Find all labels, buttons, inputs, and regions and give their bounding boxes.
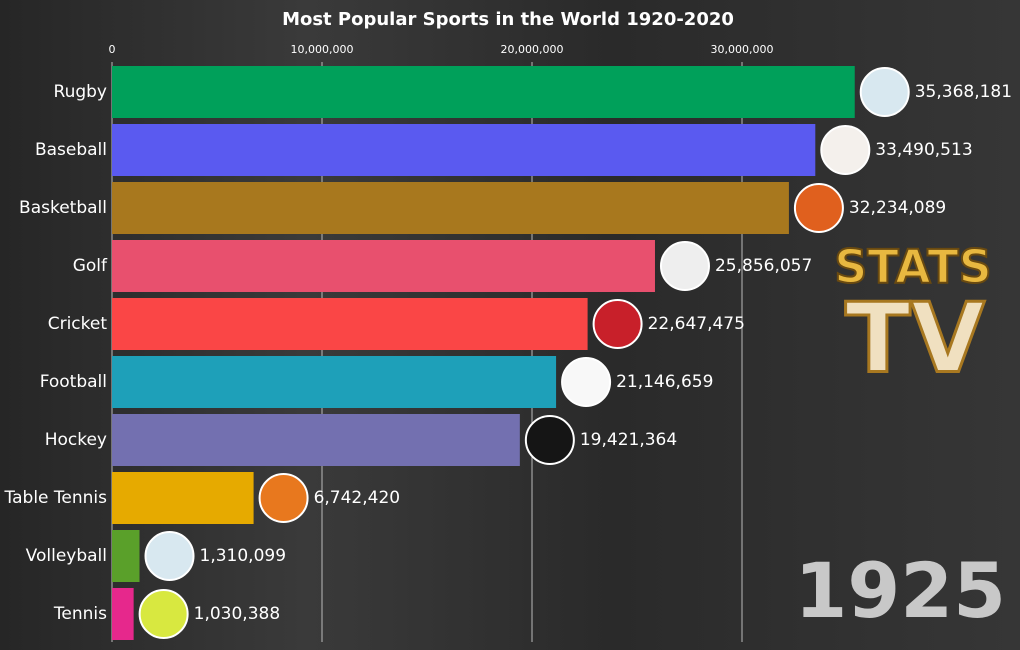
category-label: Baseball — [35, 140, 107, 160]
sport-icon — [144, 531, 195, 581]
category-label: Table Tennis — [4, 488, 108, 508]
value-label: 1,310,099 — [200, 546, 287, 566]
sport-icon — [859, 67, 910, 117]
category-label: Basketball — [19, 198, 107, 218]
value-label: 1,030,388 — [194, 604, 281, 624]
bar — [112, 66, 855, 118]
x-tick-label: 10,000,000 — [291, 43, 354, 56]
value-label: 25,856,057 — [715, 256, 812, 276]
x-tick-label: 0 — [109, 43, 116, 56]
sport-icon — [659, 241, 710, 291]
watermark: TV — [845, 282, 985, 394]
bar — [112, 472, 254, 524]
value-label: 21,146,659 — [616, 372, 713, 392]
sport-icon — [793, 183, 844, 233]
sport-icon — [138, 589, 189, 639]
value-label: 6,742,420 — [314, 488, 401, 508]
value-label: 33,490,513 — [875, 140, 972, 160]
value-label: 32,234,089 — [849, 198, 946, 218]
x-tick-label: 20,000,000 — [501, 43, 564, 56]
category-label: Cricket — [48, 314, 108, 334]
category-label: Rugby — [54, 82, 107, 102]
sport-icon — [820, 125, 871, 175]
category-label: Football — [40, 372, 107, 392]
category-label: Tennis — [53, 604, 107, 624]
bar — [112, 124, 816, 176]
value-label: 19,421,364 — [580, 430, 677, 450]
sport-icon — [258, 473, 309, 523]
bar — [112, 182, 789, 234]
bar — [112, 530, 140, 582]
x-tick-label: 30,000,000 — [711, 43, 774, 56]
sport-icon — [592, 299, 643, 349]
watermark: STATS — [834, 240, 991, 294]
bar — [112, 240, 655, 292]
sport-icon — [524, 415, 575, 465]
chart-title: Most Popular Sports in the World 1920-20… — [282, 9, 734, 30]
year-annotation: 1925 — [794, 546, 1006, 635]
bar — [112, 298, 588, 350]
value-label: 22,647,475 — [648, 314, 745, 334]
sport-icon — [561, 357, 612, 407]
category-label: Golf — [73, 256, 108, 276]
value-label: 35,368,181 — [915, 82, 1012, 102]
bar — [112, 414, 520, 466]
category-label: Volleyball — [26, 546, 107, 566]
category-label: Hockey — [45, 430, 107, 450]
bar — [112, 356, 557, 408]
bar — [112, 588, 134, 640]
